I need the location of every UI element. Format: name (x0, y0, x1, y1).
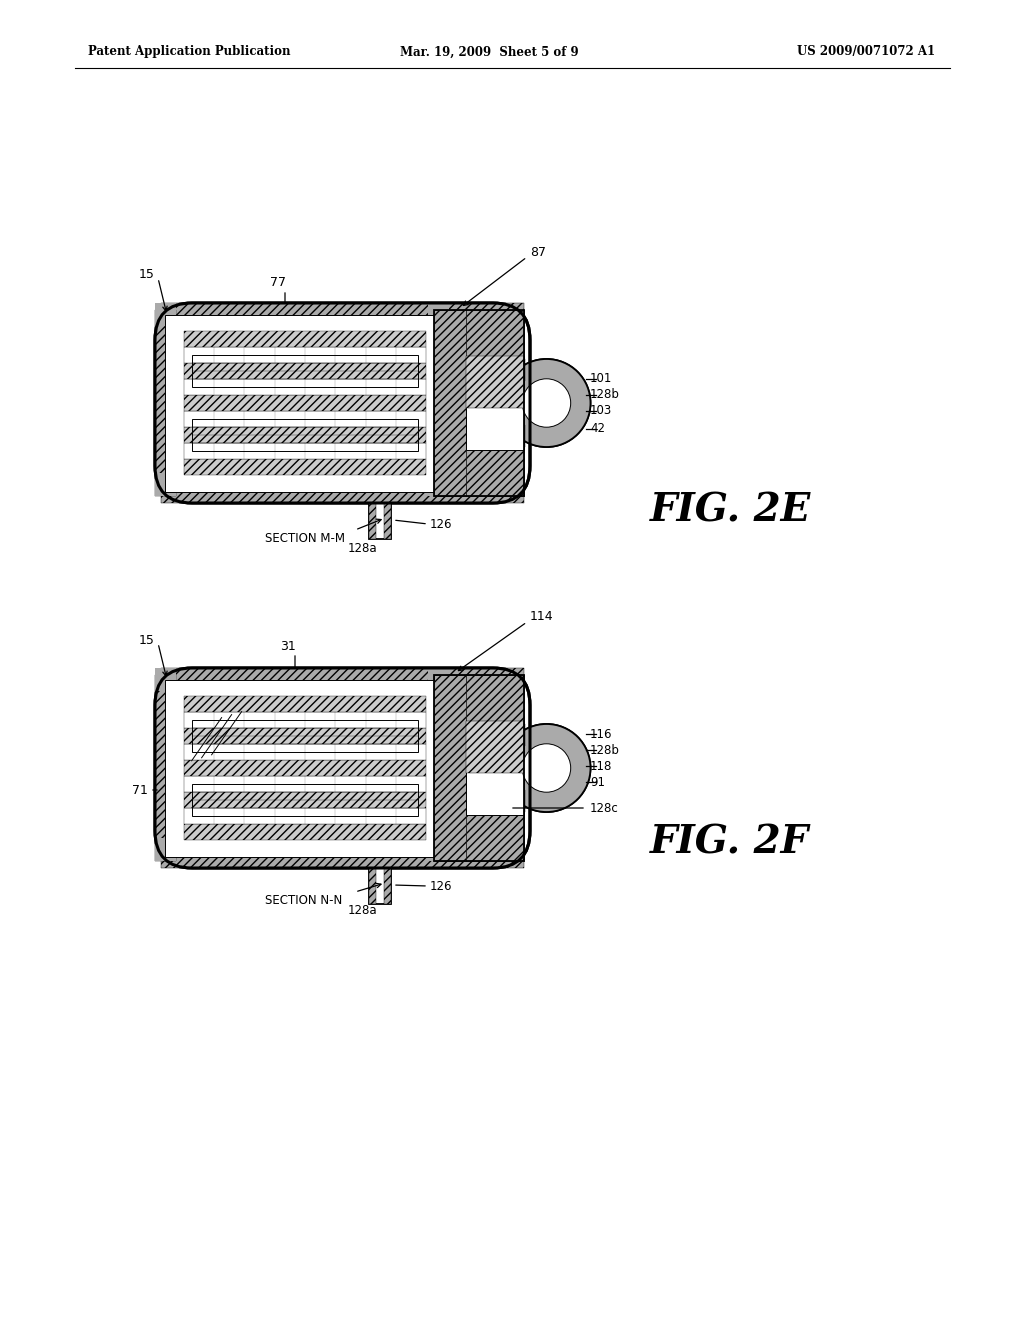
Circle shape (503, 723, 591, 812)
Bar (434, 675, 524, 861)
Text: Mar. 19, 2009  Sheet 5 of 9: Mar. 19, 2009 Sheet 5 of 9 (400, 45, 579, 58)
Text: 128a: 128a (348, 903, 378, 916)
Bar (466, 450, 524, 496)
Circle shape (522, 743, 570, 792)
Bar (466, 675, 524, 722)
Bar (183, 744, 426, 760)
Bar (183, 379, 426, 395)
Text: 126: 126 (430, 879, 453, 892)
Bar (466, 722, 524, 814)
Text: 31: 31 (280, 640, 296, 653)
Text: 116: 116 (590, 727, 612, 741)
Bar (183, 411, 426, 426)
Bar (183, 459, 426, 475)
Circle shape (503, 723, 591, 812)
Bar (155, 675, 176, 861)
FancyBboxPatch shape (155, 668, 530, 869)
Bar (161, 304, 524, 326)
Bar (161, 845, 524, 869)
Text: Patent Application Publication: Patent Application Publication (88, 45, 291, 58)
Bar (522, 789, 524, 812)
Bar (183, 760, 426, 776)
Bar (507, 723, 522, 812)
Bar (384, 869, 391, 904)
Bar (434, 675, 466, 861)
Text: 118: 118 (590, 759, 612, 772)
Text: 42: 42 (590, 422, 605, 436)
Bar (161, 480, 524, 503)
Text: 101: 101 (590, 372, 612, 385)
Bar (369, 503, 391, 539)
Bar (183, 776, 426, 792)
Bar (466, 356, 524, 408)
Text: US 2009/0071072 A1: US 2009/0071072 A1 (797, 45, 935, 58)
Bar (507, 359, 522, 447)
Bar (165, 314, 455, 491)
Text: FIG. 2E: FIG. 2E (650, 491, 811, 529)
Bar (183, 792, 426, 808)
Bar (155, 838, 176, 861)
Bar (434, 310, 524, 496)
Text: 128b: 128b (590, 388, 620, 401)
Bar (183, 729, 426, 744)
FancyBboxPatch shape (155, 304, 530, 503)
Bar (191, 418, 419, 451)
Text: 91: 91 (590, 776, 605, 788)
Bar (466, 814, 524, 861)
Bar (183, 696, 426, 711)
Bar (183, 395, 426, 411)
Bar (434, 310, 466, 496)
Bar (155, 473, 176, 496)
Bar (155, 668, 176, 690)
Bar (183, 808, 426, 824)
Bar (155, 310, 176, 496)
Bar (522, 425, 524, 447)
Text: 71: 71 (132, 784, 148, 796)
Text: 126: 126 (430, 517, 453, 531)
Text: 128c: 128c (590, 801, 618, 814)
Bar (183, 444, 426, 459)
Bar (466, 356, 524, 450)
Circle shape (522, 379, 570, 428)
Bar (384, 503, 391, 539)
Bar (191, 719, 419, 752)
Bar (522, 723, 524, 746)
Text: 114: 114 (530, 610, 554, 623)
Bar (522, 359, 524, 381)
Text: 15: 15 (139, 634, 155, 647)
Bar (369, 869, 391, 904)
Bar (428, 838, 449, 861)
Text: 103: 103 (590, 404, 612, 417)
Bar (191, 784, 419, 816)
Bar (155, 304, 176, 326)
Bar (434, 310, 455, 496)
Bar (183, 363, 426, 379)
Bar (434, 675, 455, 861)
Bar (183, 711, 426, 729)
Bar (428, 473, 449, 496)
Text: 128b: 128b (590, 743, 620, 756)
Bar (369, 869, 376, 904)
Bar (183, 426, 426, 444)
Text: SECTION N-N: SECTION N-N (265, 894, 342, 907)
Bar (466, 722, 524, 772)
Bar (183, 331, 426, 347)
Bar (165, 680, 455, 857)
Text: 15: 15 (139, 268, 155, 281)
Text: 87: 87 (530, 246, 546, 259)
Circle shape (503, 359, 591, 447)
Bar (369, 503, 376, 539)
Bar (183, 347, 426, 363)
Text: 128a: 128a (348, 541, 378, 554)
Circle shape (503, 359, 591, 447)
Text: 77: 77 (270, 276, 286, 289)
Text: SECTION M-M: SECTION M-M (265, 532, 345, 544)
Bar (191, 355, 419, 387)
Bar (428, 668, 449, 690)
Text: FIG. 2F: FIG. 2F (650, 822, 809, 861)
Bar (466, 310, 524, 356)
Bar (183, 824, 426, 840)
Bar (428, 304, 449, 326)
Bar (161, 668, 524, 690)
